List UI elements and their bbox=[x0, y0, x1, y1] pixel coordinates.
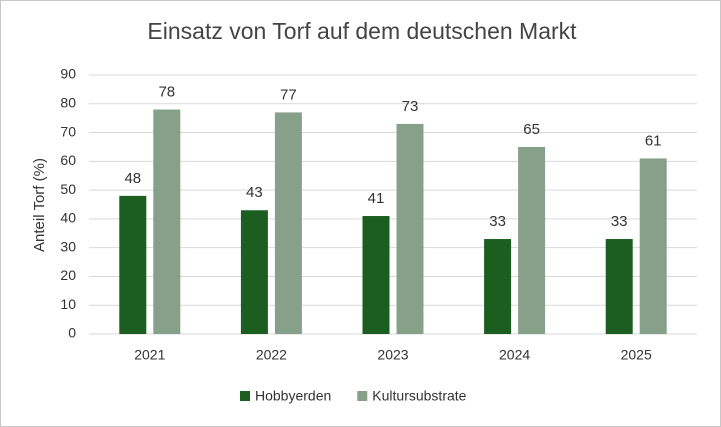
x-tick-label: 2024 bbox=[499, 347, 530, 363]
bar bbox=[484, 239, 512, 334]
y-tick-label: 70 bbox=[60, 123, 76, 139]
y-tick-label: 60 bbox=[60, 152, 76, 168]
x-tick-label: 2022 bbox=[256, 347, 287, 363]
data-label: 73 bbox=[402, 98, 419, 115]
data-label: 61 bbox=[645, 132, 662, 149]
y-tick-label: 20 bbox=[60, 267, 76, 283]
bar bbox=[153, 109, 181, 335]
y-tick-label: 0 bbox=[68, 325, 76, 341]
bar bbox=[362, 216, 390, 334]
data-label: 33 bbox=[611, 213, 628, 230]
bar bbox=[396, 123, 424, 334]
data-label: 78 bbox=[158, 84, 175, 101]
y-tick-label: 30 bbox=[60, 238, 76, 254]
data-label: 43 bbox=[246, 184, 263, 201]
legend-label: Kultursubstrate bbox=[372, 388, 466, 404]
x-tick-label: 2023 bbox=[377, 347, 408, 363]
y-tick-label: 10 bbox=[60, 296, 76, 312]
legend-label: Hobbyerden bbox=[255, 388, 331, 404]
legend-swatch bbox=[357, 391, 368, 401]
x-tick-label: 2021 bbox=[134, 347, 165, 363]
y-tick-label: 80 bbox=[60, 94, 76, 110]
y-tick-label: 50 bbox=[60, 181, 76, 197]
bar bbox=[274, 112, 302, 335]
y-tick-label: 90 bbox=[60, 66, 76, 82]
data-label: 65 bbox=[523, 121, 540, 138]
bar bbox=[240, 210, 268, 334]
y-tick-label: 40 bbox=[60, 210, 76, 226]
data-label: 77 bbox=[280, 86, 297, 103]
bar bbox=[518, 146, 546, 334]
data-label: 48 bbox=[124, 170, 141, 187]
legend-swatch bbox=[240, 391, 250, 401]
bar bbox=[605, 239, 633, 334]
y-axis-label: Anteil Torf (%) bbox=[31, 158, 48, 252]
x-tick-label: 2025 bbox=[621, 347, 652, 363]
bar bbox=[639, 158, 667, 334]
chart-title: Einsatz von Torf auf dem deutschen Markt bbox=[147, 18, 577, 44]
data-label: 41 bbox=[368, 190, 385, 207]
data-label: 33 bbox=[489, 213, 506, 230]
bar bbox=[119, 195, 147, 334]
